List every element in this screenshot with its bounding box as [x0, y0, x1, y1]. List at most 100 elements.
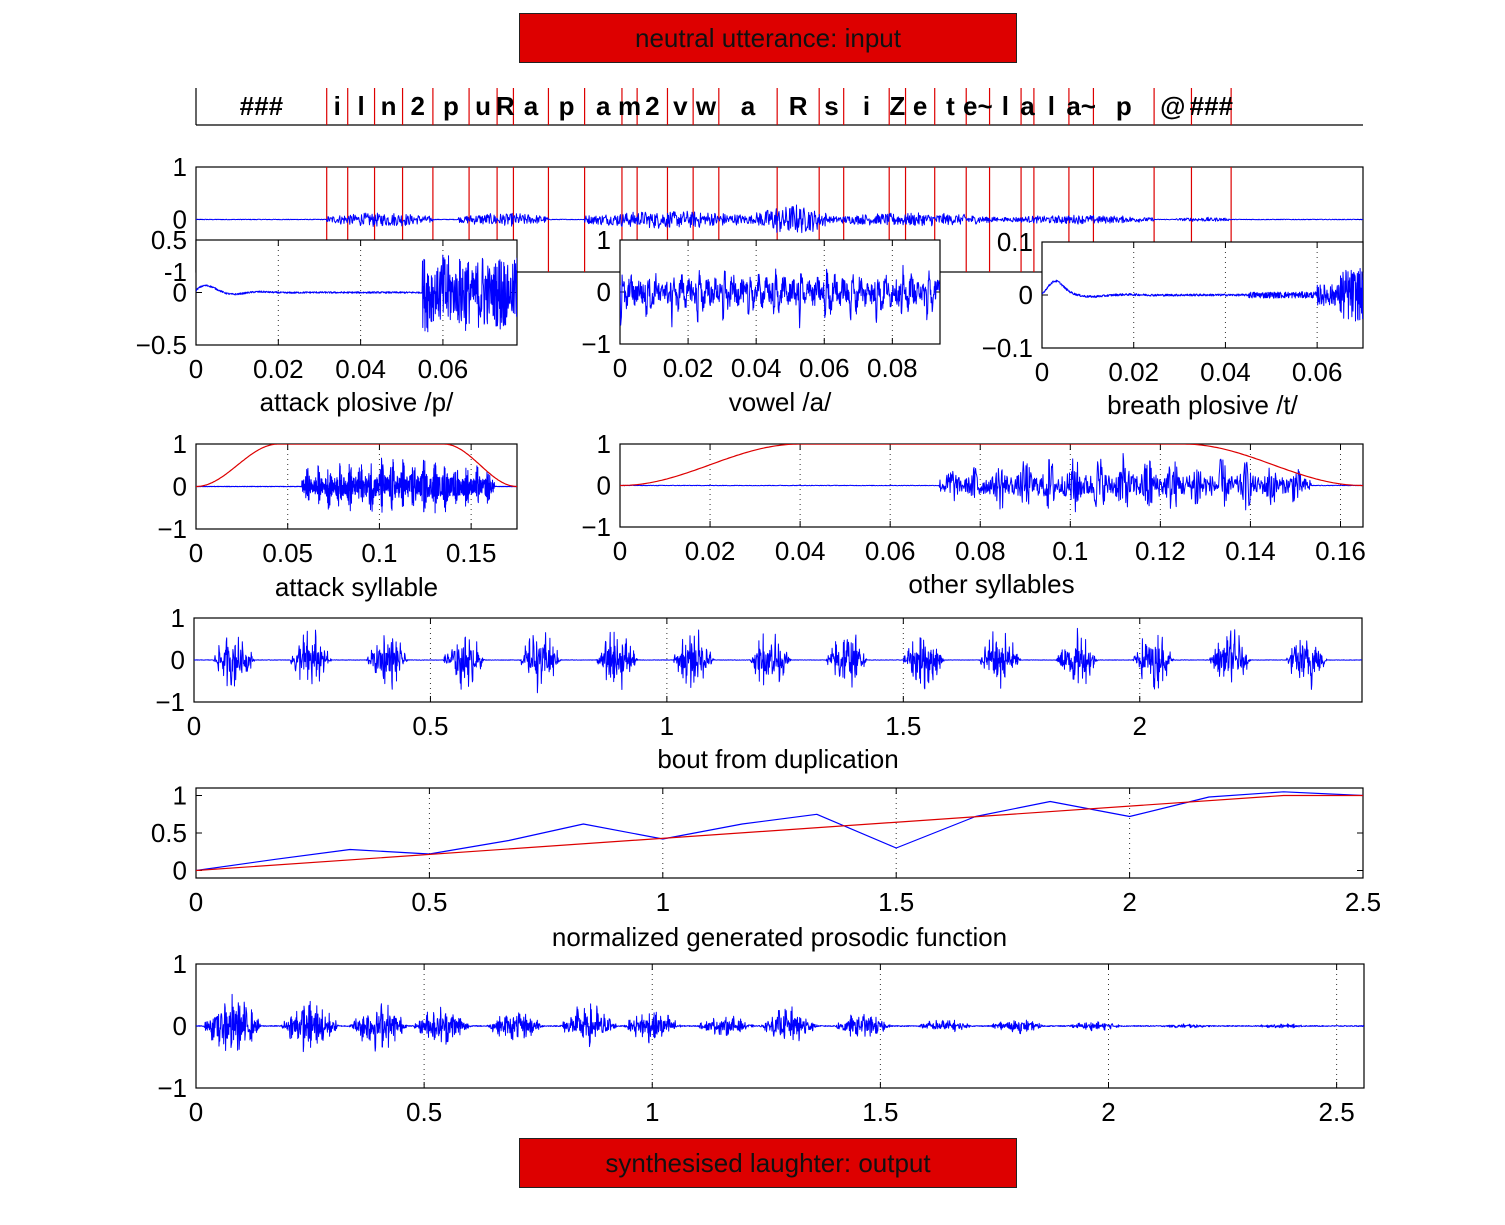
- attack_syllable-ytick-label: 0: [173, 472, 187, 502]
- bout_duplication-xtick-label: 1.5: [885, 711, 921, 741]
- other_syllables-xtick-label: 0.02: [685, 536, 736, 566]
- phoneme-label: e: [913, 91, 927, 121]
- phoneme-label: m: [618, 91, 641, 121]
- phoneme-label: ###: [240, 91, 284, 121]
- vowel_a-ytick-label: −1: [581, 329, 611, 359]
- attack_syllable-window: [196, 444, 517, 488]
- input_waveform-ytick-label: 1: [173, 152, 187, 182]
- vowel_a-xtick-label: 0.06: [799, 353, 850, 383]
- output_laughter-ytick-label: −1: [157, 1073, 187, 1103]
- prosodic_function-xtick-label: 1.5: [878, 887, 914, 917]
- prosodic_function-xtick-label: 2.5: [1345, 887, 1381, 917]
- input-banner: neutral utterance: input: [519, 13, 1017, 63]
- output_laughter-xtick-label: 1.5: [862, 1097, 898, 1127]
- other_syllables-xtick-label: 0.04: [775, 536, 826, 566]
- prosodic_function-ytick-label: 0.5: [151, 818, 187, 848]
- phoneme-label: a: [741, 91, 756, 121]
- breath_plosive-xtick-label: 0.02: [1108, 357, 1159, 387]
- breath_plosive-ytick-label: 0.1: [997, 227, 1033, 257]
- attack_plosive-xtick-label: 0.04: [335, 354, 386, 384]
- vowel_a-xtick-label: 0.02: [663, 353, 714, 383]
- phoneme-label: @: [1160, 91, 1185, 121]
- output_laughter-xtick-label: 1: [645, 1097, 659, 1127]
- output_laughter-plot-area: [196, 993, 1364, 1053]
- prosodic_function-xtick-label: 1: [656, 887, 670, 917]
- vowel_a-ytick-label: 1: [597, 225, 611, 255]
- other_syllables-xtick-label: 0.06: [865, 536, 916, 566]
- phoneme-label: w: [695, 91, 717, 121]
- attack_syllable-xtick-label: 0.05: [262, 538, 313, 568]
- bout_duplication-ytick-label: 1: [171, 603, 185, 633]
- phoneme-label: n: [381, 91, 397, 121]
- phoneme-label: R: [789, 91, 808, 121]
- phoneme-label: l: [1002, 91, 1009, 121]
- other_syllables-ytick-label: 0: [597, 471, 611, 501]
- other_syllables-xtick-label: 0.16: [1315, 536, 1366, 566]
- phoneme-label: Z: [889, 91, 905, 121]
- phoneme-label: p: [1116, 91, 1132, 121]
- prosodic_function-plot-area: [196, 791, 1363, 872]
- attack_plosive-xtick-label: 0.06: [418, 354, 469, 384]
- bout_duplication-signal: [194, 627, 1362, 694]
- input_waveform-ytick-label: -1: [164, 257, 187, 287]
- attack_plosive-signal: [196, 254, 517, 333]
- output_laughter-xtick-label: 0.5: [406, 1097, 442, 1127]
- breath_plosive-xtick-label: 0.04: [1200, 357, 1251, 387]
- breath_plosive-xtick-label: 0.06: [1292, 357, 1343, 387]
- phoneme-label: s: [824, 91, 838, 121]
- phoneme-label: ###: [1190, 91, 1234, 121]
- phoneme-label: v: [673, 91, 688, 121]
- attack_plosive-ytick-label: 0: [173, 278, 187, 308]
- attack_syllable-xtick-label: 0.15: [446, 538, 497, 568]
- breath_plosive-title: breath plosive /t/: [1107, 390, 1299, 420]
- output_laughter-ytick-label: 0: [173, 1011, 187, 1041]
- phoneme-label: e~: [963, 91, 993, 121]
- attack_plosive-plot-area: [196, 254, 517, 333]
- prosodic_function-title: normalized generated prosodic function: [552, 922, 1007, 952]
- vowel_a-xtick-label: 0: [613, 353, 627, 383]
- vowel_a-xtick-label: 0.08: [867, 353, 918, 383]
- breath_plosive-ytick-label: 0: [1019, 280, 1033, 310]
- other_syllables-ytick-label: −1: [581, 512, 611, 542]
- phoneme-label: 2: [645, 91, 659, 121]
- attack_plosive-ytick-label: 0.5: [151, 225, 187, 255]
- attack_syllable-title: attack syllable: [275, 572, 438, 602]
- attack_syllable-ytick-label: 1: [173, 429, 187, 459]
- other_syllables-window: [620, 444, 1363, 487]
- phoneme-label: l: [358, 91, 365, 121]
- phoneme-label: a: [1020, 91, 1035, 121]
- breath_plosive-ytick-label: −0.1: [982, 333, 1033, 363]
- phoneme-label: i: [863, 91, 870, 121]
- output_laughter-panel: 0 0.5 1 1.5 2 2.510−1: [157, 949, 1365, 1127]
- phoneme-label: a: [524, 91, 539, 121]
- vowel_a-xtick-label: 0.04: [731, 353, 782, 383]
- bout_duplication-ytick-label: −1: [155, 687, 185, 717]
- phoneme-label: i: [334, 91, 341, 121]
- breath_plosive-plot-area: [1042, 268, 1363, 322]
- other_syllables-xtick-label: 0.12: [1135, 536, 1186, 566]
- prosodic-series-blue: [196, 791, 1363, 872]
- phoneme-label: p: [443, 91, 459, 121]
- output_laughter-ytick-label: 1: [173, 949, 187, 979]
- other_syllables-panel: 0 0.02 0.04 0.06 0.08 0.1 0.12 0.14 0.1610−1othe…: [581, 429, 1365, 599]
- phoneme-label: a~: [1066, 91, 1096, 121]
- output_laughter-xtick-label: 2.5: [1319, 1097, 1355, 1127]
- other_syllables-xtick-label: 0: [613, 536, 627, 566]
- input_waveform-signal: [196, 204, 1363, 234]
- prosodic_function-xtick-label: 2: [1122, 887, 1136, 917]
- bout_duplication-xtick-label: 1: [660, 711, 674, 741]
- phoneme-label: l: [1048, 91, 1055, 121]
- bout_duplication-plot-area: [194, 627, 1362, 694]
- other_syllables-ytick-label: 1: [597, 429, 611, 459]
- output-banner: synthesised laughter: output: [519, 1138, 1017, 1188]
- attack_plosive-xtick-label: 0.02: [253, 354, 304, 384]
- attack_syllable-signal: [196, 457, 517, 514]
- prosodic_function-xtick-label: 0.5: [411, 887, 447, 917]
- attack_plosive-xtick-label: 0: [189, 354, 203, 384]
